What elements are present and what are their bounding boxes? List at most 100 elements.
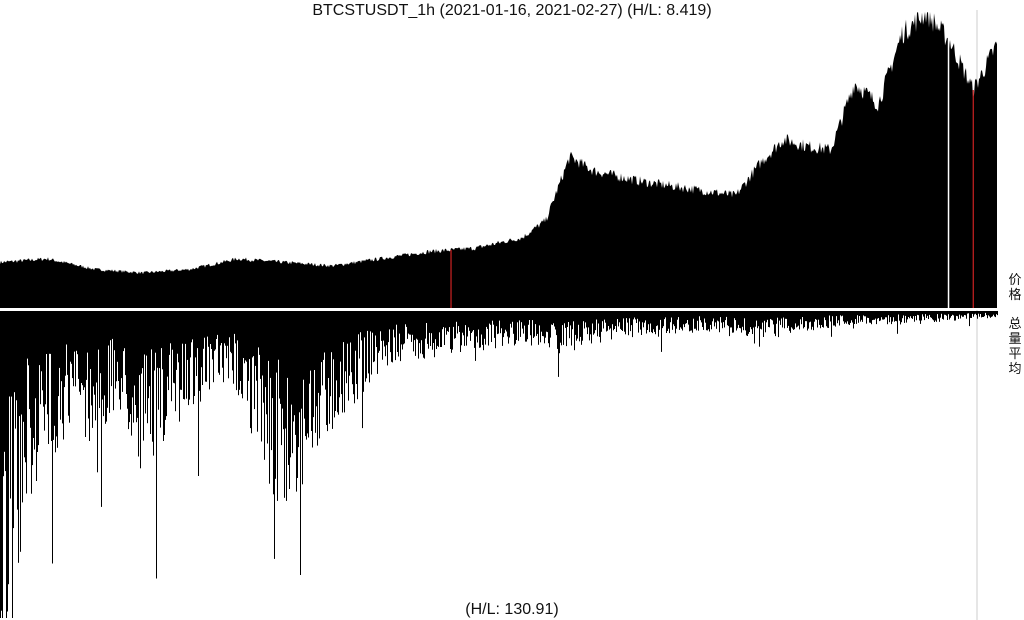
volume-bar (723, 311, 724, 323)
volume-bar (663, 311, 664, 327)
volume-bar (707, 311, 708, 331)
volume-bar (319, 311, 320, 439)
volume-bar (753, 311, 754, 328)
volume-bar (391, 311, 392, 362)
volume-bar (95, 311, 96, 421)
volume-bar (876, 311, 877, 325)
volume-bar (798, 311, 799, 326)
volume-bar (195, 311, 196, 358)
volume-bar (317, 311, 318, 446)
volume-bar (22, 311, 23, 503)
volume-bar (280, 311, 281, 404)
volume-bar (24, 311, 25, 458)
volume-bar (55, 311, 56, 453)
volume-bar (972, 311, 973, 314)
volume-bar (37, 311, 38, 452)
volume-bar (399, 311, 400, 334)
volume-bar (572, 311, 573, 330)
volume-bar (199, 311, 200, 391)
volume-bar (191, 311, 192, 343)
volume-bar (468, 311, 469, 328)
volume-bar (864, 311, 865, 317)
volume-bar (366, 311, 367, 379)
volume-bar (76, 311, 77, 351)
volume-bar (885, 311, 886, 318)
volume-bar (734, 311, 735, 319)
volume-bar (344, 311, 345, 413)
volume-bar (725, 311, 726, 321)
volume-bar (328, 311, 329, 378)
volume-bar (0, 311, 1, 618)
volume-bar (931, 311, 932, 318)
volume-bar (829, 311, 830, 316)
volume-bar (774, 311, 775, 334)
volume-bar (658, 311, 659, 337)
volume-bar (442, 311, 443, 330)
volume-bar (36, 311, 37, 481)
volume-bar (488, 311, 489, 346)
volume-bar (363, 311, 364, 392)
volume-bar (108, 311, 109, 346)
volume-bar (498, 311, 499, 334)
volume-bar (897, 311, 898, 334)
volume-bar (72, 311, 73, 379)
volume-bar (129, 311, 130, 423)
volume-bar (681, 311, 682, 329)
volume-bar (221, 311, 222, 343)
volume-bar (343, 311, 344, 343)
volume-bar (983, 311, 984, 317)
volume-bar (331, 311, 332, 353)
volume-bar (510, 311, 511, 324)
volume-bar (752, 311, 753, 334)
volume-bar (318, 311, 319, 393)
volume-bar (724, 311, 725, 328)
volume-bar (312, 311, 313, 448)
volume-bar (583, 311, 584, 322)
volume-bar (448, 311, 449, 332)
volume-bar (799, 311, 800, 330)
volume-bar (267, 311, 268, 444)
volume-bar (392, 311, 393, 363)
volume-bar (994, 311, 995, 317)
volume-bar (969, 311, 970, 327)
volume-bar (397, 311, 398, 352)
volume-bar (584, 311, 585, 329)
volume-bar (447, 311, 448, 332)
volume-bar (310, 311, 311, 371)
volume-bar (376, 311, 377, 347)
volume-bar (745, 311, 746, 331)
volume-bar (751, 311, 752, 330)
volume-bar (968, 311, 969, 314)
volume-bar (747, 311, 748, 336)
volume-bar (356, 311, 357, 384)
volume-bar (879, 311, 880, 322)
volume-bar (105, 311, 106, 424)
volume-bar (547, 311, 548, 333)
volume-bar (997, 311, 998, 316)
volume-bar (706, 311, 707, 331)
volume-bar (57, 311, 58, 448)
volume-bar (117, 311, 118, 362)
volume-bar (574, 311, 575, 351)
volume-bar (131, 311, 132, 436)
volume-bar (389, 311, 390, 330)
volume-bar (58, 311, 59, 397)
volume-bar (567, 311, 568, 327)
volume-bar (843, 311, 844, 322)
volume-bar (438, 311, 439, 347)
volume-bar (717, 311, 718, 321)
volume-bar (576, 311, 577, 341)
volume-bar (901, 311, 902, 323)
volume-bar (840, 311, 841, 316)
volume-bar (877, 311, 878, 319)
volume-bar (732, 311, 733, 333)
volume-bar (601, 311, 602, 332)
volume-bar (654, 311, 655, 332)
volume-bar (493, 311, 494, 325)
volume-bar (34, 311, 35, 450)
volume-bar (179, 311, 180, 422)
volume-bar (712, 311, 713, 322)
volume-bar (6, 311, 7, 618)
volume-bar (61, 311, 62, 382)
volume-bar (82, 311, 83, 386)
